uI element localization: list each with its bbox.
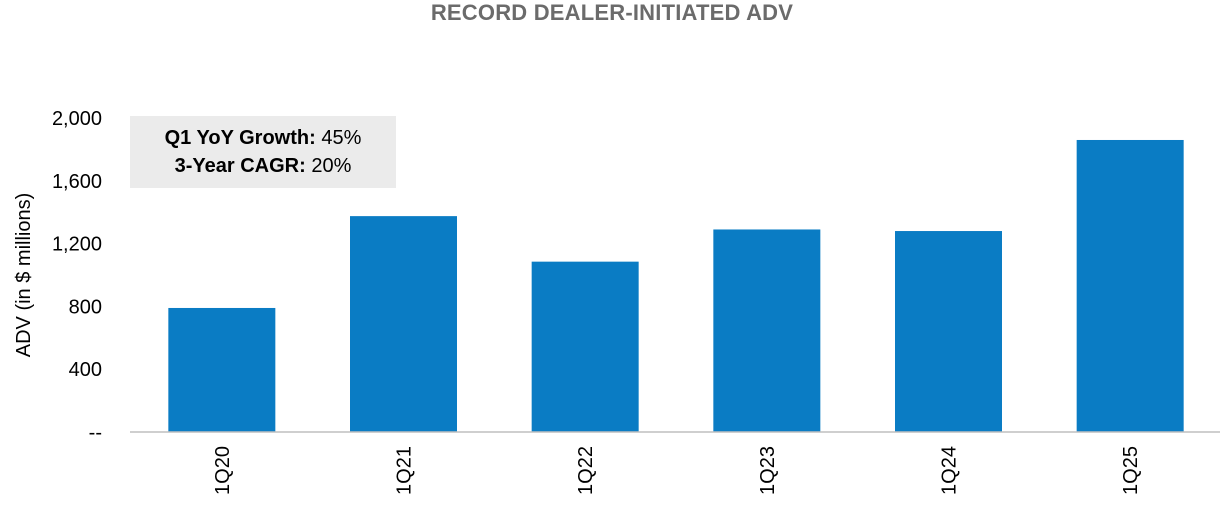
bar bbox=[895, 231, 1002, 432]
y-axis-ticks: -- 400 800 1,200 1,600 2,000 bbox=[52, 108, 102, 444]
chart-title: RECORD DEALER-INITIATED ADV bbox=[430, 0, 794, 25]
x-tick-label: 1Q25 bbox=[1120, 446, 1142, 495]
growth-callout: Q1 YoY Growth: 45% 3-Year CAGR: 20% bbox=[130, 116, 396, 188]
y-tick-label: 1,600 bbox=[52, 171, 102, 193]
x-tick-label: 1Q21 bbox=[394, 446, 416, 495]
y-tick-label: -- bbox=[89, 422, 102, 444]
callout-cagr-value: 20% bbox=[305, 155, 352, 177]
callout-cagr-label: 3-Year CAGR: bbox=[174, 155, 306, 177]
x-axis-ticks: 1Q20 1Q21 1Q22 1Q23 1Q24 1Q25 bbox=[212, 446, 1142, 495]
x-tick-label: 1Q20 bbox=[212, 446, 234, 495]
bars bbox=[168, 139, 1184, 433]
bar bbox=[350, 216, 457, 432]
bar bbox=[168, 307, 276, 432]
callout-line-yoy: Q1 YoY Growth: 45% bbox=[165, 124, 362, 152]
y-tick-label: 400 bbox=[69, 359, 102, 381]
x-tick-label: 1Q23 bbox=[757, 446, 779, 495]
y-tick-label: 2,000 bbox=[52, 108, 102, 130]
y-tick-label: 800 bbox=[69, 296, 102, 318]
x-tick-label: 1Q22 bbox=[575, 446, 597, 495]
callout-yoy-value: 45% bbox=[315, 127, 362, 149]
callout-yoy-label: Q1 YoY Growth: bbox=[164, 127, 316, 149]
bar bbox=[531, 261, 639, 432]
x-tick-label: 1Q24 bbox=[939, 446, 961, 495]
y-axis-title: ADV (in $ millions) bbox=[13, 193, 35, 357]
y-tick-label: 1,200 bbox=[52, 234, 102, 256]
bar bbox=[713, 229, 821, 432]
callout-line-cagr: 3-Year CAGR: 20% bbox=[175, 152, 352, 180]
bar bbox=[1076, 139, 1184, 433]
